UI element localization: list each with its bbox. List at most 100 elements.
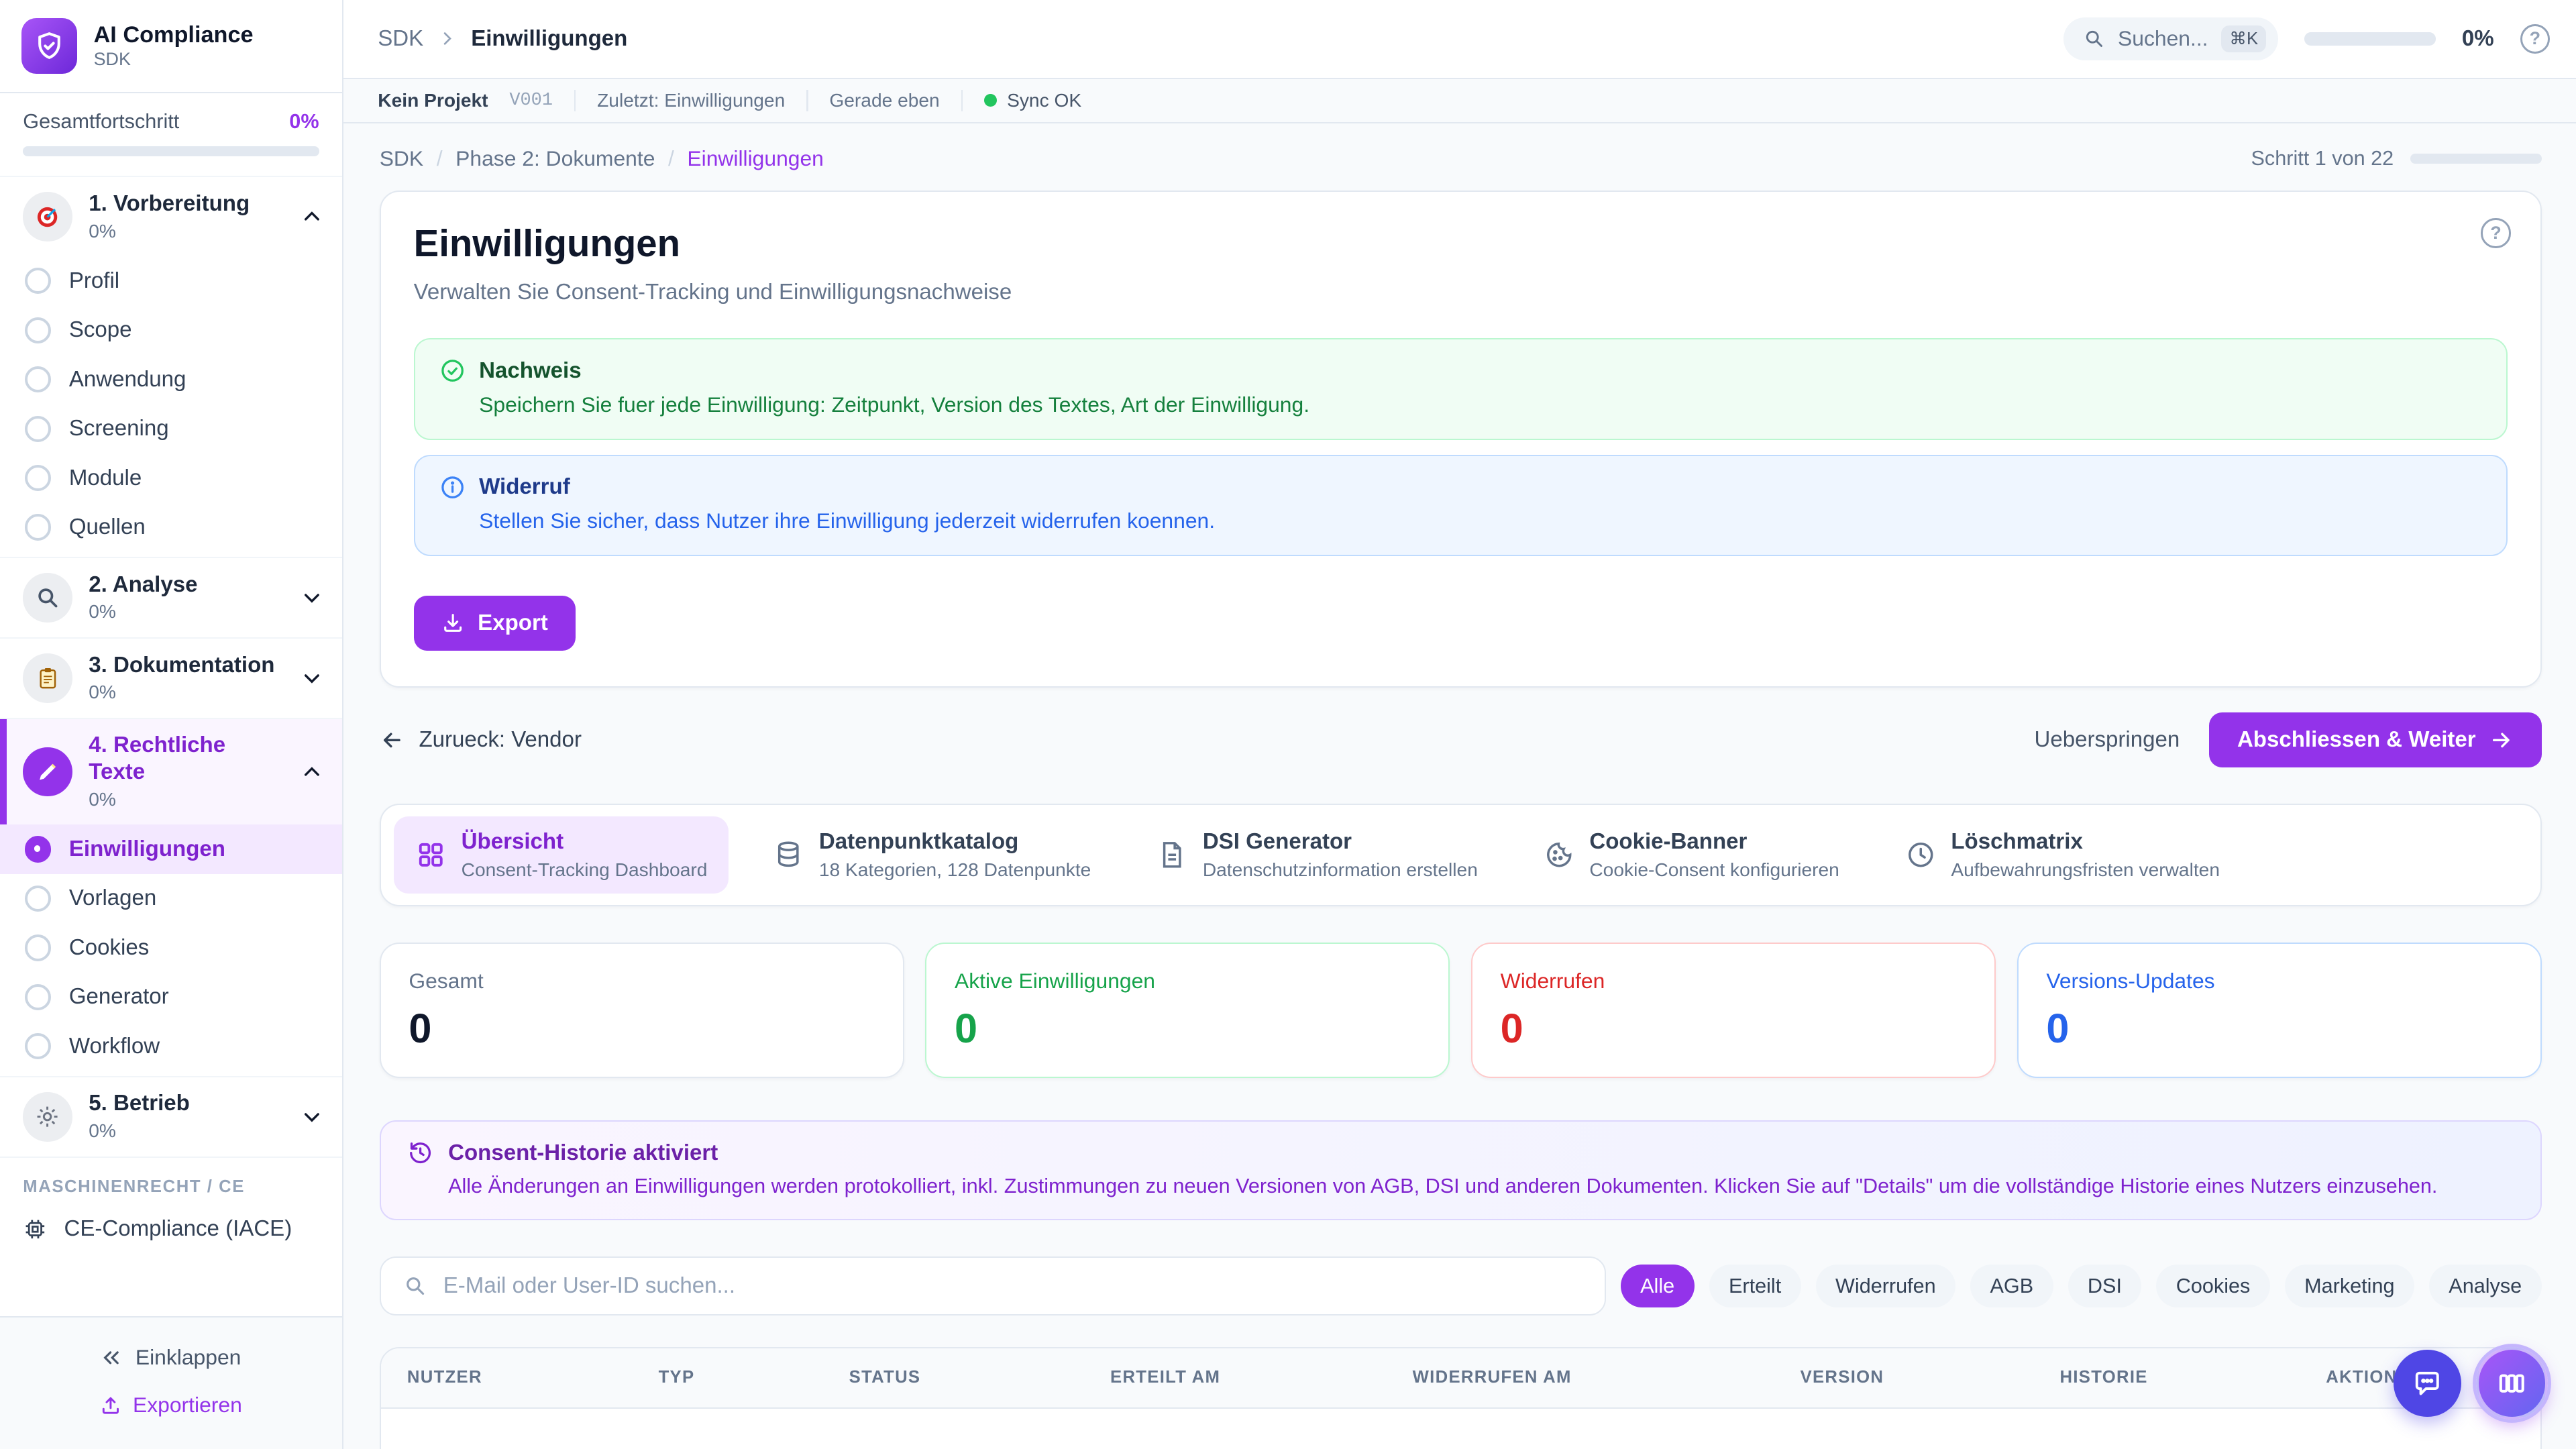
- breadcrumb-sdk[interactable]: SDK: [379, 146, 424, 170]
- grid-icon: [415, 839, 447, 871]
- tab-bar: Übersicht Consent-Tracking Dashboard Date…: [379, 804, 2542, 907]
- filter-chip-cookies[interactable]: Cookies: [2156, 1265, 2270, 1308]
- breadcrumb-phase[interactable]: Phase 2: Dokumente: [455, 146, 655, 170]
- radio-icon: [24, 514, 51, 541]
- tab-dsi-generator[interactable]: DSI Generator Datenschutzinformation erst…: [1135, 816, 1499, 894]
- column-nutzer: NUTZER: [407, 1368, 482, 1387]
- download-icon: [441, 611, 464, 634]
- finish-next-button[interactable]: Abschliessen & Weiter: [2209, 712, 2542, 768]
- collapse-sidebar-button[interactable]: Einklappen: [0, 1334, 342, 1381]
- sidebar: AI Compliance SDK Gesamtfortschritt 0% 1…: [0, 0, 343, 1449]
- history-clock-icon: [407, 1140, 433, 1166]
- filter-chip-marketing[interactable]: Marketing: [2284, 1265, 2414, 1308]
- section-dokumentation: 3. Dokumentation 0%: [0, 639, 342, 719]
- section-betrieb: 5. Betrieb 0%: [0, 1077, 342, 1158]
- column-erteilt-am: ERTEILT AM: [1110, 1368, 1221, 1387]
- notice-widerruf: Widerruf Stellen Sie sicher, dass Nutzer…: [413, 454, 2508, 556]
- section-pct: 0%: [89, 220, 116, 241]
- section-vorbereitung: 1. Vorbereitung 0% Profil Scope Anwendun…: [0, 177, 342, 559]
- target-icon: [23, 192, 72, 241]
- cpu-chip-icon: [23, 1217, 48, 1242]
- user-search-input[interactable]: [443, 1273, 1582, 1299]
- sidebar-item-workflow[interactable]: Workflow: [0, 1022, 342, 1076]
- sidebar-item-profil[interactable]: Profil: [0, 256, 342, 305]
- help-icon[interactable]: ?: [2520, 23, 2550, 54]
- last-visited: Zuletzt: Einwilligungen: [597, 89, 786, 111]
- status-bar: Kein Projekt V001 Zuletzt: Einwilligunge…: [343, 78, 2576, 123]
- tab-uebersicht[interactable]: Übersicht Consent-Tracking Dashboard: [394, 816, 729, 894]
- sidebar-item-cookies[interactable]: Cookies: [0, 923, 342, 972]
- breadcrumb-current: Einwilligungen: [471, 25, 628, 51]
- project-version: V001: [509, 90, 553, 111]
- chevron-down-icon: [301, 1106, 323, 1128]
- page-subtitle: Verwalten Sie Consent-Tracking und Einwi…: [413, 280, 1012, 305]
- section-header-dokumentation[interactable]: 3. Dokumentation 0%: [0, 639, 342, 718]
- arrow-left-icon: [380, 728, 405, 753]
- column-historie: HISTORIE: [2059, 1368, 2148, 1387]
- search-icon: [2084, 28, 2105, 50]
- app-logo-row: AI Compliance SDK: [0, 0, 342, 94]
- radio-icon: [24, 1033, 51, 1060]
- filter-chip-dsi[interactable]: DSI: [2068, 1265, 2142, 1308]
- section-header-vorbereitung[interactable]: 1. Vorbereitung 0%: [0, 177, 342, 256]
- sidebar-item-screening[interactable]: Screening: [0, 404, 342, 453]
- stat-aktive: Aktive Einwilligungen 0: [925, 942, 1450, 1078]
- upload-icon: [100, 1395, 121, 1416]
- page-content: SDK / Phase 2: Dokumente / Einwilligunge…: [343, 123, 2576, 1449]
- overall-progress-bar: [23, 146, 319, 156]
- filter-chip-erteilt[interactable]: Erteilt: [1709, 1265, 1801, 1308]
- tab-cookie-banner[interactable]: Cookie-Banner Cookie-Consent konfiguriere…: [1522, 816, 1861, 894]
- header-progress-bar: [2304, 32, 2436, 46]
- overall-progress-label: Gesamtfortschritt: [23, 109, 180, 133]
- sidebar-nav: 1. Vorbereitung 0% Profil Scope Anwendun…: [0, 177, 342, 1316]
- section-header-betrieb[interactable]: 5. Betrieb 0%: [0, 1077, 342, 1157]
- table-header-row: NUTZER TYP STATUS ERTEILT AM WIDERRUFEN …: [380, 1348, 2540, 1409]
- export-button[interactable]: Export: [413, 595, 576, 651]
- sidebar-item-vorlagen[interactable]: Vorlagen: [0, 874, 342, 923]
- sidebar-item-quellen[interactable]: Quellen: [0, 502, 342, 557]
- database-icon: [773, 839, 804, 871]
- sidebar-item-module[interactable]: Module: [0, 453, 342, 502]
- page-title: Einwilligungen: [413, 222, 680, 265]
- consents-card: Einwilligungen Verwalten Sie Consent-Tra…: [379, 191, 2542, 688]
- consents-table: NUTZER TYP STATUS ERTEILT AM WIDERRUFEN …: [379, 1346, 2542, 1449]
- section-title: 1. Vorbereitung: [89, 191, 250, 216]
- panel-toggle-fab-button[interactable]: [2475, 1347, 2548, 1419]
- last-saved-time: Gerade eben: [829, 89, 940, 111]
- column-version: VERSION: [1800, 1368, 1884, 1387]
- filter-chip-alle[interactable]: Alle: [1620, 1265, 1695, 1308]
- sidebar-export-button[interactable]: Exportieren: [0, 1381, 342, 1429]
- chevron-down-icon: [301, 667, 323, 689]
- filter-chip-widerrufen[interactable]: Widerrufen: [1815, 1265, 1956, 1308]
- breadcrumb: SDK / Phase 2: Dokumente / Einwilligunge…: [380, 146, 2542, 171]
- sidebar-item-scope[interactable]: Scope: [0, 306, 342, 355]
- column-widerrufen-am: WIDERRUFEN AM: [1412, 1368, 1572, 1387]
- global-search-input[interactable]: Suchen... ⌘K: [2063, 17, 2278, 60]
- back-link[interactable]: Zurueck: Vendor: [380, 727, 582, 753]
- clipboard-icon: [23, 653, 72, 703]
- tab-datenpunktkatalog[interactable]: Datenpunktkatalog 18 Kategorien, 128 Date…: [752, 816, 1113, 894]
- tab-loeschmatrix[interactable]: Löschmatrix Aufbewahrungsfristen verwalte…: [1884, 816, 2241, 894]
- card-help-icon[interactable]: ?: [2481, 218, 2511, 248]
- sync-ok-dot-icon: [983, 93, 998, 107]
- sidebar-item-anwendung[interactable]: Anwendung: [0, 355, 342, 404]
- filter-chip-analyse[interactable]: Analyse: [2428, 1265, 2542, 1308]
- sidebar-item-generator[interactable]: Generator: [0, 973, 342, 1022]
- chat-fab-button[interactable]: [2394, 1349, 2461, 1417]
- chat-bubble-icon: [2412, 1368, 2443, 1399]
- stat-gesamt: Gesamt 0: [379, 942, 904, 1078]
- consent-history-banner: Consent-Historie aktiviert Alle Änderung…: [379, 1120, 2542, 1221]
- column-typ: TYP: [658, 1368, 695, 1387]
- top-bar: SDK Einwilligungen Suchen... ⌘K 0% ?: [343, 0, 2576, 79]
- filter-chip-agb[interactable]: AGB: [1970, 1265, 2053, 1308]
- section-header-analyse[interactable]: 2. Analyse 0%: [0, 558, 342, 637]
- section-header-rechtliche-texte[interactable]: 4. Rechtliche Texte 0%: [0, 718, 342, 826]
- breadcrumb-root[interactable]: SDK: [378, 25, 424, 51]
- sidebar-item-einwilligungen[interactable]: Einwilligungen: [0, 824, 342, 874]
- chevron-up-icon: [301, 761, 323, 783]
- skip-button[interactable]: Ueberspringen: [2034, 727, 2180, 753]
- sidebar-item-ce-compliance[interactable]: CE-Compliance (IACE): [0, 1203, 342, 1258]
- radio-icon: [24, 465, 51, 492]
- section-rechtliche-texte: 4. Rechtliche Texte 0% Einwilligungen Vo…: [0, 718, 342, 1077]
